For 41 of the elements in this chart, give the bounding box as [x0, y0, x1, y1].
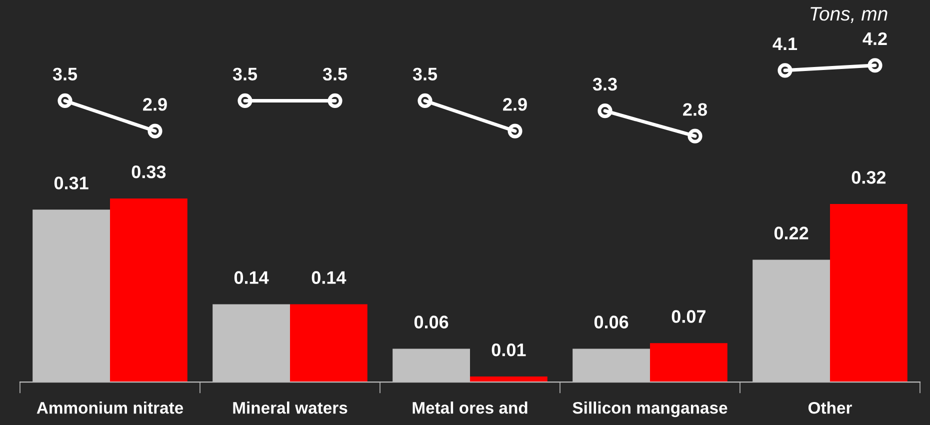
bar: [830, 204, 908, 382]
point: [418, 93, 432, 108]
data-label: 0.01: [492, 343, 526, 356]
bar: [650, 343, 728, 382]
data-label: 4.1: [772, 38, 798, 50]
bar: [110, 198, 188, 382]
data-label: 0.14: [234, 271, 269, 284]
data-label: 0.07: [672, 310, 706, 323]
data-label: 0.31: [54, 176, 88, 190]
point: [148, 124, 162, 138]
data-label: 3.5: [52, 68, 78, 81]
data-label: 0.14: [312, 271, 346, 284]
data-label: 0.22: [774, 226, 808, 240]
data-label: 2.9: [503, 98, 527, 111]
x-tick-label: Ammonium nitrate: [36, 402, 184, 414]
data-label: 3.3: [592, 78, 617, 91]
data-label: 3.5: [232, 68, 258, 81]
point: [58, 93, 72, 108]
data-label: 0.06: [414, 316, 448, 328]
data-label: 0.06: [594, 316, 628, 328]
point: [688, 128, 702, 144]
data-label: 2.8: [683, 103, 707, 116]
data-label: 3.5: [322, 68, 348, 81]
point: [778, 63, 792, 78]
data-label: 0.32: [852, 171, 886, 184]
data-label: 4.2: [862, 32, 887, 45]
x-tick-label: Metal ores and: [412, 402, 528, 414]
data-label: 2.9: [143, 98, 167, 111]
bar: [470, 376, 548, 382]
point: [328, 93, 342, 108]
x-tick-label: Sillicon manganase: [572, 402, 728, 418]
point: [598, 104, 612, 118]
point: [508, 124, 522, 138]
x-tick-label: Other: [808, 402, 852, 414]
bar: [290, 304, 368, 382]
text: Tons, mn: [810, 7, 888, 23]
x-tick-label: Mineral waters: [233, 402, 348, 414]
point: [238, 93, 252, 108]
data-label: 0.33: [132, 165, 166, 178]
data-label: 3.5: [412, 68, 438, 81]
point: [868, 58, 882, 73]
